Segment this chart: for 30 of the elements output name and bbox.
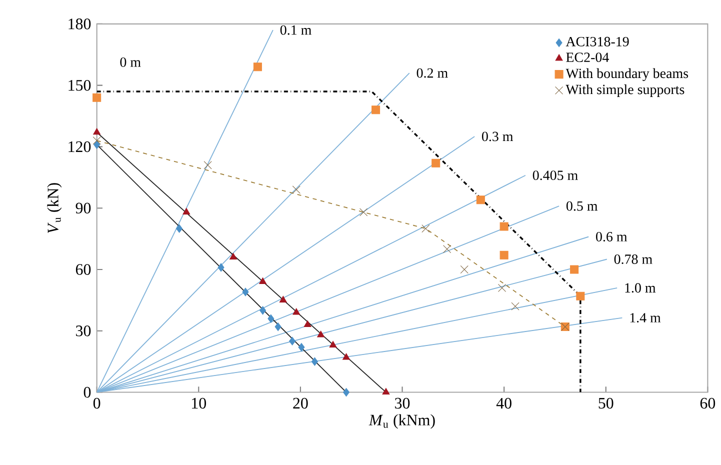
x-tick-label: 10	[192, 398, 206, 409]
series-label: 1.4 m	[630, 313, 661, 322]
y-axis-title: V$_{u}$ (kN)	[47, 183, 62, 233]
legend-label: With boundary beams	[566, 68, 688, 81]
x-tick-label: 0	[93, 398, 100, 409]
series-label: 0.5 m	[566, 201, 598, 211]
x-tick-label: 50	[598, 398, 614, 409]
series-label: 0.2 m	[416, 68, 448, 78]
y-tick-label: 90	[76, 202, 91, 214]
series-label: 0.78 m	[614, 254, 652, 264]
series-label: 0.1 m	[280, 25, 312, 35]
y-tick-label: 60	[76, 264, 91, 275]
y-tick-label: 120	[68, 141, 91, 152]
series-label: 0.3 m	[482, 132, 514, 142]
y-tick-label: 180	[68, 18, 91, 30]
y-tick-label: 0	[84, 386, 91, 398]
x-axis-title: M$_{u}$ (kNm)	[368, 414, 435, 429]
y-tick-label: 30	[76, 325, 91, 336]
x-tick-label: 60	[700, 398, 716, 409]
annotation: 0 m	[120, 57, 141, 67]
y-tick-label: 150	[68, 80, 91, 91]
legend-label: EC2-04	[566, 52, 609, 62]
x-tick-label: 20	[293, 398, 308, 409]
legend-label: ACI318-19	[566, 36, 629, 46]
x-tick-label: 30	[395, 398, 410, 409]
legend-label: With simple supports	[566, 84, 684, 97]
x-tick-label: 40	[496, 398, 512, 409]
series-label: 1.0 m	[625, 283, 656, 293]
series-label: 0.405 m	[532, 170, 578, 180]
series-label: 0.6 m	[596, 232, 628, 242]
